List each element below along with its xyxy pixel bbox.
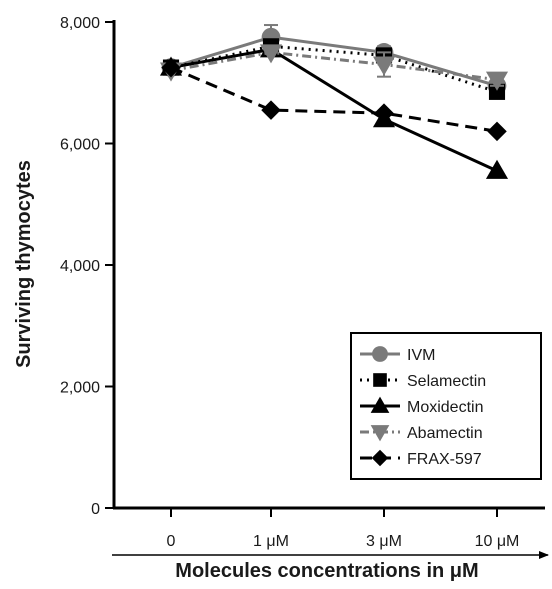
legend: IVM Selamectin Moxidectin Abamectin FRAX-597 [350, 332, 542, 480]
y-tick-label: 8,000 [60, 15, 100, 32]
series-frax-597 [161, 57, 507, 142]
legend-label: Moxidectin [407, 399, 483, 416]
legend-label: FRAX-597 [407, 451, 482, 468]
y-tick-label: 2,000 [60, 380, 100, 397]
data-point [374, 103, 394, 123]
y-tick-label: 6,000 [60, 137, 100, 154]
data-point [261, 100, 281, 120]
legend-label: Selamectin [407, 373, 486, 390]
data-point [487, 121, 507, 142]
y-tick-label: 4,000 [60, 258, 100, 275]
data-point [485, 159, 509, 179]
legend-item-abamectin: Abamectin [360, 425, 483, 442]
legend-item-moxidectin: Moxidectin [360, 396, 483, 416]
legend-label: IVM [407, 347, 435, 364]
legend-item-frax-597: FRAX-597 [360, 449, 482, 468]
series-line-ivm [170, 35, 498, 88]
series-group [159, 24, 509, 179]
series-line-abamectin [170, 50, 498, 82]
x-tick-label: 3 μM [366, 533, 402, 550]
legend-marker [370, 425, 390, 442]
legend-marker [371, 449, 389, 467]
legend-label: Abamectin [407, 425, 483, 442]
legend-item-selamectin: Selamectin [360, 373, 486, 390]
series-line-selamectin [170, 44, 498, 94]
legend-marker [370, 396, 390, 413]
y-tick-label: 0 [91, 501, 100, 518]
series-selamectin [162, 38, 506, 100]
series-line-frax-597 [170, 66, 498, 133]
x-tick-label: 1 μM [253, 533, 289, 550]
y-axis-title: Surviving thymocytes [13, 160, 35, 368]
data-point [259, 44, 283, 64]
legend-marker [373, 373, 387, 387]
data-point [488, 83, 506, 100]
data-point [485, 71, 509, 91]
x-tick-label: 10 μM [475, 533, 520, 550]
x-axis-title: Molecules concentrations in μM [175, 560, 478, 582]
axes: 0 2,000 4,000 6,000 8,000 0 1 μM 3 μM 10 μM [60, 15, 549, 559]
data-point [161, 57, 181, 78]
legend-marker [372, 346, 388, 362]
series-line-moxidectin [170, 47, 498, 173]
x-tick-label: 0 [167, 533, 176, 550]
data-point [372, 56, 396, 76]
legend-item-ivm: IVM [360, 346, 435, 364]
